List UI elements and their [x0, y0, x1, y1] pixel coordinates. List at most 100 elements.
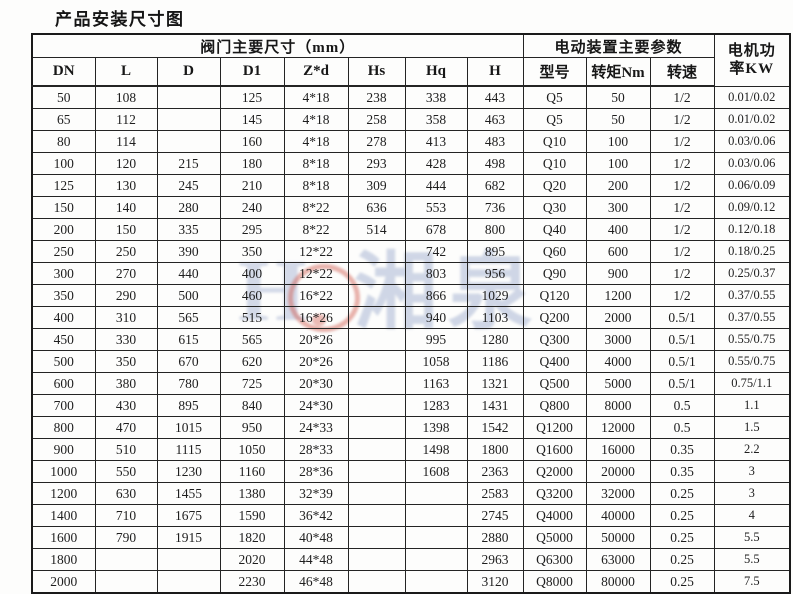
table-cell: 63000 — [585, 548, 651, 571]
table-cell — [347, 482, 406, 505]
column-header-1: L — [94, 57, 158, 87]
table-cell: 380 — [94, 372, 158, 395]
table-cell: Q800 — [522, 394, 587, 417]
table-cell: 50000 — [585, 526, 651, 549]
table-cell: Q1200 — [522, 416, 587, 439]
table-cell: 2745 — [466, 504, 524, 527]
table-row: 1000 550 1230 1160 28*36 1608 2363 Q2000 20000 0.… — [31, 460, 791, 483]
table-cell: 16000 — [585, 438, 651, 461]
table-row: 150 140 280 240 8*22 636 553 736 Q30 300 1/2 0.09/0… — [31, 196, 791, 219]
table-cell: 12*22 — [283, 262, 349, 285]
table-cell: 500 — [156, 284, 221, 307]
table-cell: Q10 — [522, 152, 587, 175]
table-cell: 565 — [219, 328, 285, 351]
table-cell: 4*18 — [283, 130, 349, 153]
table-cell: 1455 — [156, 482, 221, 505]
table-cell: 200 — [585, 174, 651, 197]
table-cell: 900 — [31, 438, 96, 461]
table-row: 50 108 125 4*18 238 338 443 Q5 50 1/2 0.01/0.02 — [31, 85, 791, 109]
table-cell: 245 — [156, 174, 221, 197]
table-cell: 0.5/1 — [649, 372, 715, 395]
table-cell: 28*36 — [283, 460, 349, 483]
table-cell: 3 — [713, 460, 791, 483]
table-cell — [404, 548, 468, 571]
table-cell: 1498 — [404, 438, 468, 461]
table-cell: 150 — [94, 218, 158, 241]
table-cell: 700 — [31, 394, 96, 417]
table-cell: 1160 — [219, 460, 285, 483]
table-row: 200 150 335 295 8*22 514 678 800 Q40 400 1/2 0.12/0… — [31, 218, 791, 241]
table-cell: 200 — [31, 218, 96, 241]
table-cell: 800 — [31, 416, 96, 439]
table-cell: 1015 — [156, 416, 221, 439]
table-cell: 1675 — [156, 504, 221, 527]
table-cell: Q120 — [522, 284, 587, 307]
table-cell: 0.03/0.06 — [713, 130, 791, 153]
table-cell: 510 — [94, 438, 158, 461]
table-cell: 950 — [219, 416, 285, 439]
table-cell: 250 — [31, 240, 96, 263]
table-cell: 956 — [466, 262, 524, 285]
table-row: 500 350 670 620 20*26 1058 1186 Q400 4000 0.5/1 0.… — [31, 350, 791, 373]
table-row: 80 114 160 4*18 278 413 483 Q10 100 1/2 0.03/0.06 — [31, 130, 791, 153]
table-cell: 400 — [31, 306, 96, 329]
table-cell: 50 — [585, 108, 651, 131]
table-cell: Q4000 — [522, 504, 587, 527]
table-cell: 615 — [156, 328, 221, 351]
table-cell: 1380 — [219, 482, 285, 505]
table-cell: 4*18 — [283, 85, 349, 109]
table-cell: Q3200 — [522, 482, 587, 505]
table-cell — [347, 372, 406, 395]
table-cell: 32000 — [585, 482, 651, 505]
table-cell: Q60 — [522, 240, 587, 263]
table-row: 1800 2020 44*48 2963 Q6300 63000 0.25 5.5 — [31, 548, 791, 571]
table-row: 600 380 780 725 20*30 1163 1321 Q500 5000 0.5/1 0.… — [31, 372, 791, 395]
table-cell: 2000 — [585, 306, 651, 329]
table-cell: 0.01/0.02 — [713, 108, 791, 131]
table-cell: 130 — [94, 174, 158, 197]
table-cell — [347, 460, 406, 483]
table-column-header-row: DN L D D1 Z*d Hs Hq H 型号 转矩Nm 转速 — [31, 57, 790, 87]
table-cell: Q500 — [522, 372, 587, 395]
table-cell: 4000 — [585, 350, 651, 373]
table-row: 350 290 500 460 16*22 866 1029 Q120 1200 1/2 0.37/… — [31, 284, 791, 307]
table-cell: 670 — [156, 350, 221, 373]
table-cell: 1600 — [31, 526, 96, 549]
table-cell — [156, 85, 221, 109]
table-cell: 1115 — [156, 438, 221, 461]
table-cell: 210 — [219, 174, 285, 197]
column-header-7: H — [466, 57, 524, 87]
table-cell — [347, 350, 406, 373]
table-cell: 4 — [713, 504, 791, 527]
page-title: 产品安装尺寸图 — [55, 10, 185, 29]
table-cell: 440 — [156, 262, 221, 285]
table-cell: 350 — [31, 284, 96, 307]
table-cell: 125 — [31, 174, 96, 197]
column-header-9: 转矩Nm — [585, 57, 651, 87]
table-cell: Q200 — [522, 306, 587, 329]
table-cell: 0.06/0.09 — [713, 174, 791, 197]
table-cell — [404, 504, 468, 527]
table-row: 65 112 145 4*18 258 358 463 Q5 50 1/2 0.01/0.02 — [31, 108, 791, 131]
table-cell: 50 — [585, 85, 651, 109]
table-row: 300 270 440 400 12*22 803 956 Q90 900 1/2 0.25/0.3… — [31, 262, 791, 285]
table-cell: 1103 — [466, 306, 524, 329]
table-cell: 630 — [94, 482, 158, 505]
table-cell: 2583 — [466, 482, 524, 505]
table-cell: 400 — [585, 218, 651, 241]
table-cell: 250 — [94, 240, 158, 263]
column-header-5: Hs — [347, 57, 406, 87]
table-cell: 550 — [94, 460, 158, 483]
table-row: 900 510 1115 1050 28*33 1498 1800 Q1600 16000 0.3… — [31, 438, 791, 461]
table-cell: 215 — [156, 152, 221, 175]
dimension-table: 阀门主要尺寸（mm） 电动装置主要参数 电机功 率KW DN L D D1 Z*d Hs Hq H 型号… — [31, 33, 792, 594]
table-cell: 290 — [94, 284, 158, 307]
table-cell: 0.55/0.75 — [713, 328, 791, 351]
table-cell — [347, 328, 406, 351]
table-cell: 2.2 — [713, 438, 791, 461]
table-cell — [347, 240, 406, 263]
table-cell: 338 — [404, 85, 468, 109]
table-cell: 450 — [31, 328, 96, 351]
table-cell: 40000 — [585, 504, 651, 527]
table-cell: 238 — [347, 85, 406, 109]
